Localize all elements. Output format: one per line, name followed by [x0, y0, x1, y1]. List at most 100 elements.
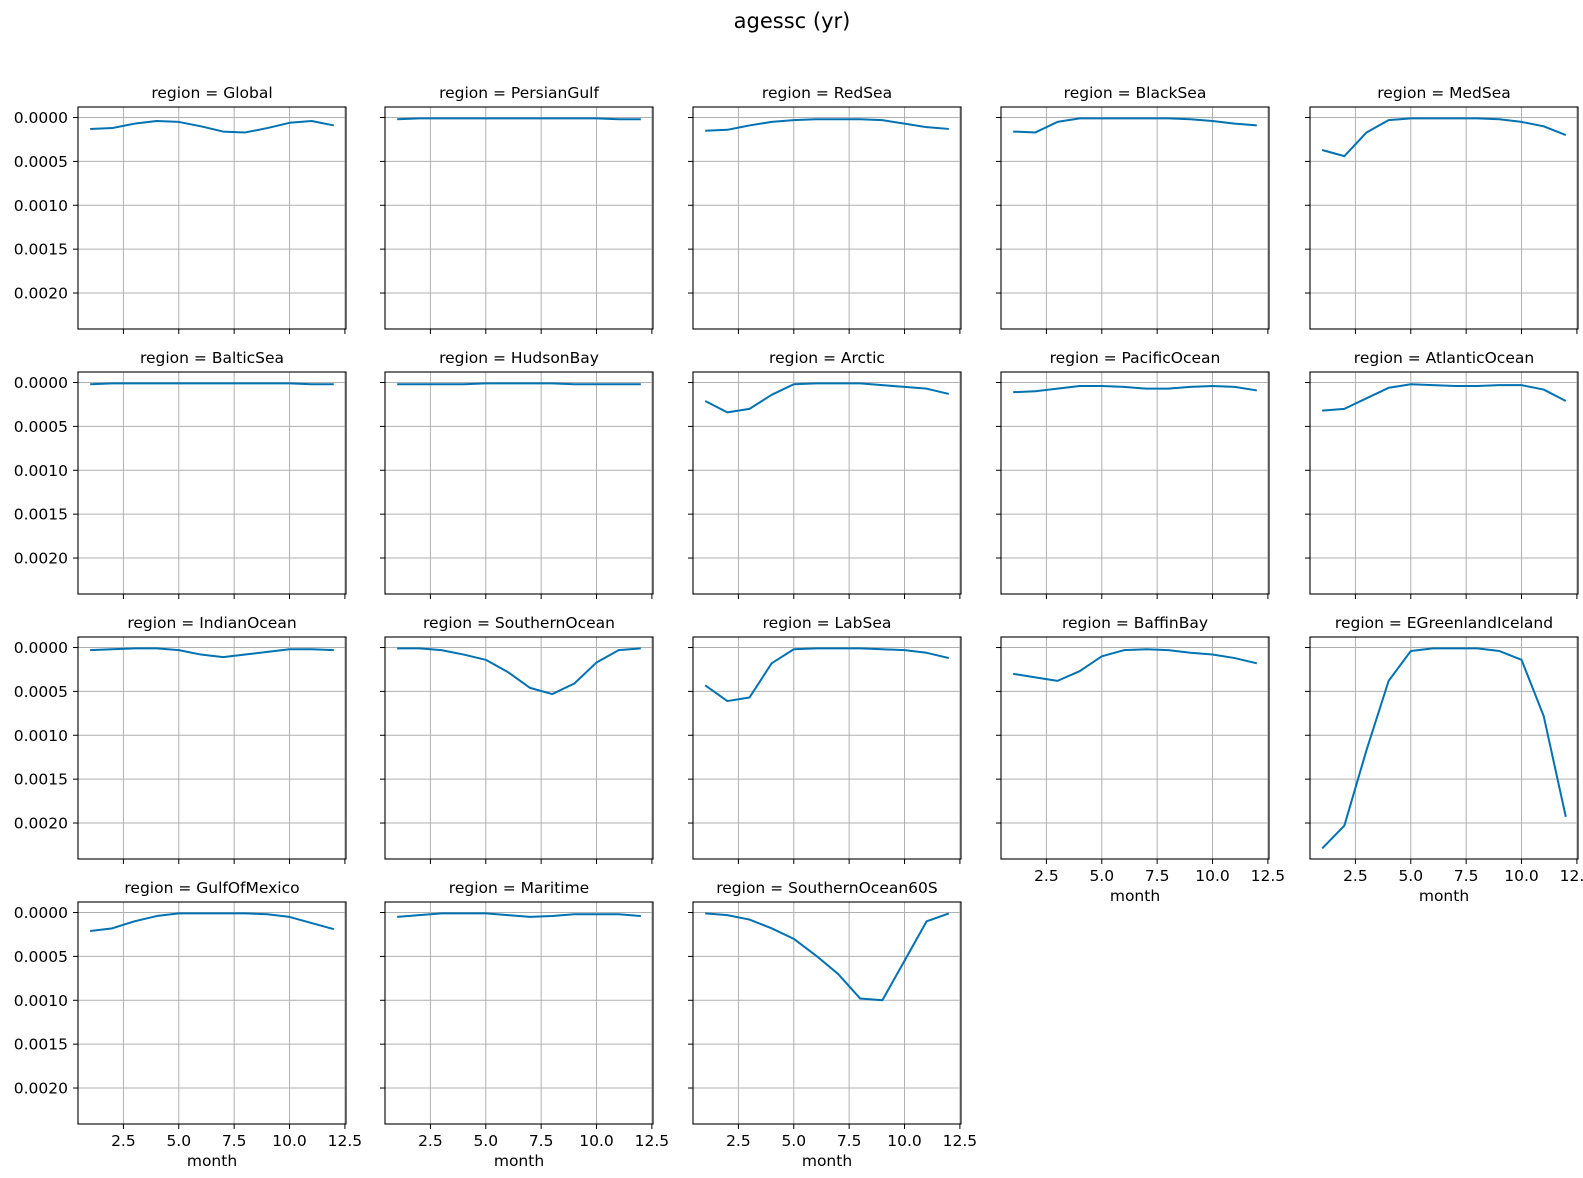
axes-frame — [1309, 371, 1579, 595]
x-tick-label: 2.5 — [726, 1132, 751, 1150]
axes-frame — [1000, 636, 1270, 860]
panel-PacificOcean: region = PacificOcean — [996, 349, 1270, 599]
panel-BlackSea: region = BlackSea — [996, 84, 1270, 334]
panel-Arctic: region = Arctic — [688, 349, 962, 599]
series-line-BalticSea — [90, 382, 334, 386]
x-axis-label: month — [802, 1152, 852, 1170]
series-line-HudsonBay — [397, 382, 641, 386]
series-line-RedSea — [705, 118, 949, 132]
panel-SouthernOcean: region = SouthernOcean — [380, 614, 654, 864]
axes-frame — [1000, 106, 1270, 330]
y-tick-label: 0.0005 — [14, 948, 68, 966]
panel-title: region = PacificOcean — [1050, 349, 1221, 367]
axes-frame — [692, 106, 962, 330]
x-tick-label: 2.5 — [1343, 867, 1368, 885]
series-line-Maritime — [397, 912, 641, 918]
y-tick-label: 0.0015 — [14, 506, 68, 524]
series-line-PersianGulf — [397, 117, 641, 121]
panel-LabSea: region = LabSea — [688, 614, 962, 864]
panel-title: region = SouthernOcean — [423, 614, 615, 632]
x-tick-label: 10.0 — [887, 1132, 922, 1150]
x-tick-label: 12.5 — [328, 1132, 363, 1150]
y-tick-label: 0.0000 — [14, 904, 68, 922]
x-tick-label: 5.0 — [1089, 867, 1114, 885]
panel-title: region = BlackSea — [1064, 84, 1207, 102]
x-tick-label: 12.5 — [943, 1132, 978, 1150]
series-line-PacificOcean — [1013, 385, 1257, 394]
x-tick-label: 2.5 — [111, 1132, 136, 1150]
series-line-IndianOcean — [90, 647, 334, 659]
series-line-MedSea — [1321, 117, 1567, 158]
x-tick-label: 5.0 — [473, 1132, 498, 1150]
x-tick-label: 12.5 — [1560, 867, 1583, 885]
y-tick-label: 0.0015 — [14, 1036, 68, 1054]
panel-title: region = Arctic — [769, 349, 885, 367]
y-tick-label: 0.0010 — [14, 992, 68, 1010]
panel-title: region = BaffinBay — [1062, 614, 1208, 632]
panel-title: region = PersianGulf — [439, 84, 599, 102]
series-line-EGreenlandIceland — [1321, 647, 1567, 850]
x-tick-label: 12.5 — [1251, 867, 1286, 885]
panels: 0.0000 0.0005 0.0010 0.0015 0.0020 region = G… — [14, 84, 1583, 1170]
x-tick-label: 7.5 — [1454, 867, 1479, 885]
panel-title: region = IndianOcean — [127, 614, 296, 632]
x-tick-label: 7.5 — [837, 1132, 862, 1150]
series-line-Global — [90, 120, 335, 134]
x-tick-label: 7.5 — [222, 1132, 247, 1150]
series-line-SouthernOcean60S — [705, 912, 950, 1002]
x-axis-label: month — [187, 1152, 237, 1170]
axes-frame — [1309, 636, 1579, 860]
y-tick-label: 0.0000 — [14, 109, 68, 127]
panel-BaffinBay: 2.5 5.0 7.5 10.0 12.5 month region = BaffinBay — [996, 614, 1285, 905]
series-line-BlackSea — [1013, 117, 1257, 134]
axes-frame — [77, 636, 347, 860]
y-tick-label: 0.0010 — [14, 727, 68, 745]
panel-title: region = GulfOfMexico — [124, 879, 299, 897]
panel-AtlanticOcean: region = AtlanticOcean — [1305, 349, 1579, 599]
panel-BalticSea: 0.0000 0.0005 0.0010 0.0015 0.0020 region = B… — [14, 349, 347, 599]
series-line-AtlanticOcean — [1322, 383, 1567, 412]
x-tick-label: 12.5 — [635, 1132, 670, 1150]
panel-title: region = LabSea — [763, 614, 892, 632]
x-tick-label: 5.0 — [166, 1132, 191, 1150]
x-tick-label: 2.5 — [1034, 867, 1059, 885]
axes-frame — [384, 636, 654, 860]
panel-IndianOcean: 0.0000 0.0005 0.0010 0.0015 0.0020 region = I… — [14, 614, 347, 864]
panel-title: region = AtlanticOcean — [1354, 349, 1534, 367]
axes-frame — [384, 371, 654, 595]
panel-HudsonBay: region = HudsonBay — [380, 349, 654, 599]
y-tick-label: 0.0000 — [14, 639, 68, 657]
x-axis-label: month — [1110, 887, 1160, 905]
panel-title: region = RedSea — [762, 84, 892, 102]
axes-frame — [77, 371, 347, 595]
axes-frame — [692, 636, 962, 860]
y-tick-label: 0.0020 — [14, 285, 68, 303]
axes-frame — [1000, 371, 1270, 595]
series-line-SouthernOcean — [397, 647, 641, 696]
x-tick-label: 10.0 — [579, 1132, 614, 1150]
x-tick-label: 10.0 — [1504, 867, 1539, 885]
y-tick-label: 0.0005 — [14, 153, 68, 171]
panel-EGreenlandIceland: 2.5 5.0 7.5 10.0 12.5 month region = EGreenlan… — [1305, 614, 1583, 905]
axes-frame — [77, 901, 347, 1125]
y-tick-label: 0.0020 — [14, 1080, 68, 1098]
series-line-Arctic — [704, 382, 950, 414]
y-tick-label: 0.0010 — [14, 462, 68, 480]
series-line-LabSea — [704, 647, 950, 703]
series-line-GulfOfMexico — [90, 912, 335, 932]
x-axis-label: month — [1419, 887, 1469, 905]
panel-Maritime: 2.5 5.0 7.5 10.0 12.5 month region = Maritime — [380, 879, 669, 1170]
axes-frame — [384, 901, 654, 1125]
figure-title: agessc (yr) — [734, 9, 851, 33]
y-tick-label: 0.0010 — [14, 197, 68, 215]
panel-RedSea: region = RedSea — [688, 84, 962, 334]
x-tick-label: 5.0 — [1398, 867, 1423, 885]
axes-frame — [384, 106, 654, 330]
panel-SouthernOcean60S: 2.5 5.0 7.5 10.0 12.5 month region = SouthernO… — [688, 879, 977, 1170]
y-tick-label: 0.0020 — [14, 550, 68, 568]
panel-PersianGulf: region = PersianGulf — [380, 84, 654, 334]
x-tick-label: 2.5 — [418, 1132, 443, 1150]
y-tick-label: 0.0005 — [14, 418, 68, 436]
x-tick-label: 5.0 — [781, 1132, 806, 1150]
